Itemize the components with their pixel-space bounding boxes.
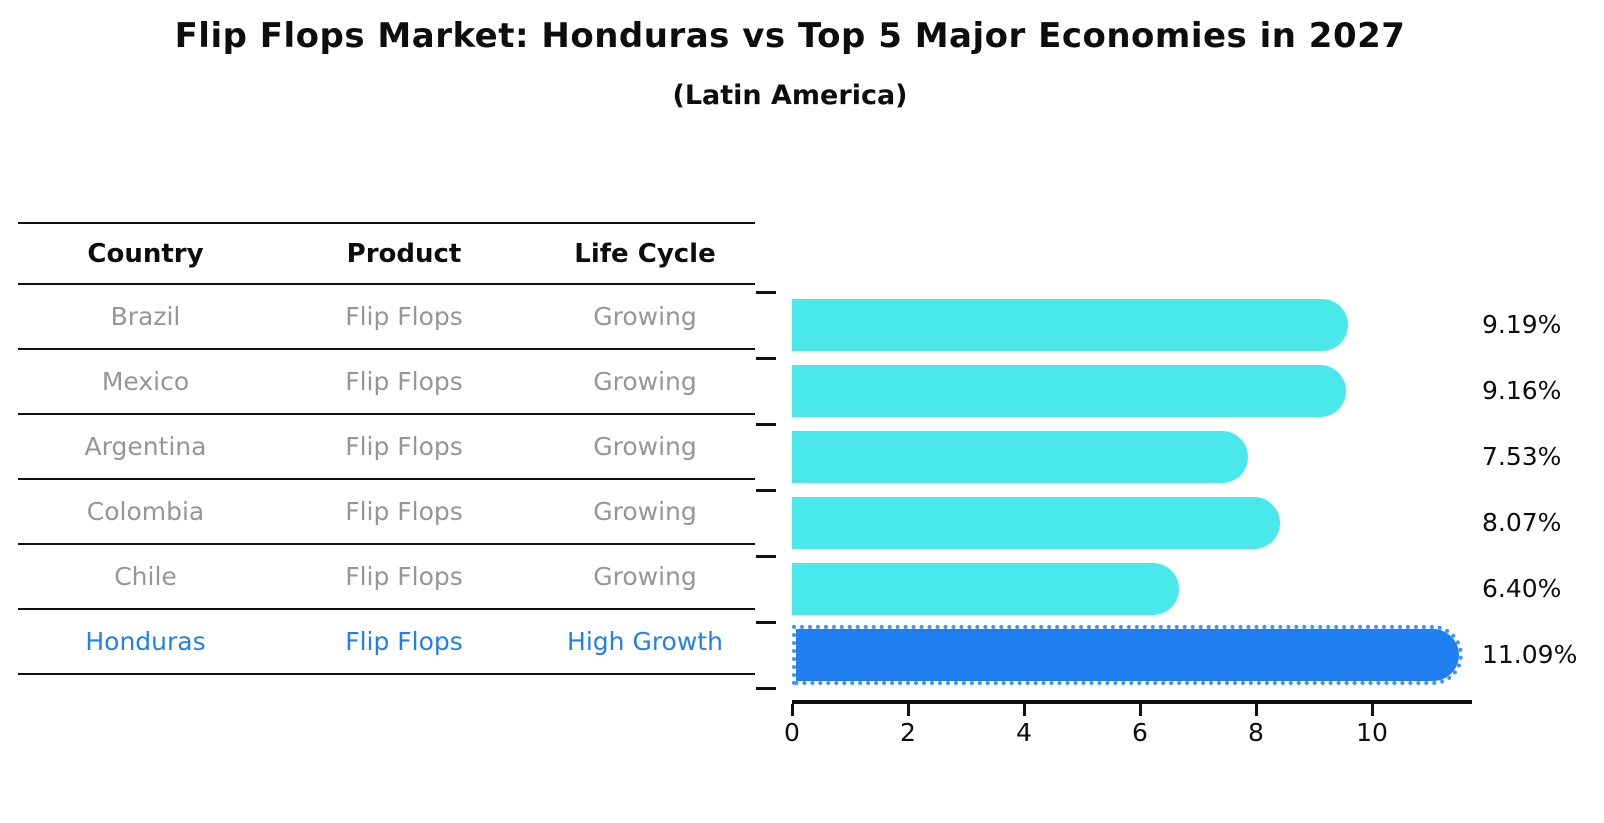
cell-life-cycle: Growing <box>593 562 697 591</box>
y-tick <box>756 291 776 294</box>
cell-country: Mexico <box>101 367 190 396</box>
x-tick-label: 8 <box>1248 718 1264 747</box>
y-tick <box>756 555 776 558</box>
country-table: Country Product Life Cycle Brazil Flip Fl… <box>18 222 755 675</box>
table-header-row: Country Product Life Cycle <box>18 222 755 285</box>
table-header-life-cycle: Life Cycle <box>574 238 716 269</box>
cell-product: Flip Flops <box>345 367 463 396</box>
y-tick <box>756 357 776 360</box>
table-row-argentina: Argentina Flip Flops Growing <box>18 415 755 480</box>
table-row-mexico: Mexico Flip Flops Growing <box>18 350 755 415</box>
cell-product: Flip Flops <box>345 432 463 461</box>
table-header-country: Country <box>87 238 204 269</box>
cell-product: Flip Flops <box>345 627 463 656</box>
bar-plot: 0 2 4 6 8 10 <box>756 291 1482 747</box>
bar-chile <box>792 563 1180 615</box>
cell-product: Flip Flops <box>345 562 463 591</box>
table-row-colombia: Colombia Flip Flops Growing <box>18 480 755 545</box>
x-tick-label: 4 <box>1016 718 1032 747</box>
table-row-brazil: Brazil Flip Flops Growing <box>18 285 755 350</box>
x-tick-label: 0 <box>784 718 800 747</box>
y-tick <box>756 621 776 624</box>
x-tick-mark <box>790 704 794 716</box>
cell-life-cycle: Growing <box>593 302 697 331</box>
cell-life-cycle: High Growth <box>567 627 723 656</box>
table-body: Brazil Flip Flops Growing Mexico Flip Flops G… <box>18 285 755 675</box>
x-tick-mark <box>1370 704 1374 716</box>
x-tick-label: 6 <box>1132 718 1148 747</box>
table-row-chile: Chile Flip Flops Growing <box>18 545 755 610</box>
cell-life-cycle: Growing <box>593 497 697 526</box>
x-tick-mark <box>1254 704 1258 716</box>
cell-country: Honduras <box>85 627 206 656</box>
x-axis-line <box>792 700 1472 704</box>
value-label-colombia: 8.07% <box>1482 508 1562 537</box>
bar-brazil <box>792 299 1348 351</box>
bar-argentina <box>792 431 1248 483</box>
value-label-honduras: 11.09% <box>1482 640 1578 669</box>
y-tick <box>756 423 776 426</box>
bar-honduras <box>792 625 1463 685</box>
cell-country: Brazil <box>110 302 181 331</box>
table-header-product: Product <box>346 238 462 269</box>
value-label-argentina: 7.53% <box>1482 442 1562 471</box>
y-tick <box>756 489 776 492</box>
chart-subtitle: (Latin America) <box>672 80 908 111</box>
value-label-chile: 6.40% <box>1482 574 1562 603</box>
chart-title: Flip Flops Market: Honduras vs Top 5 Maj… <box>174 16 1406 56</box>
x-tick-mark <box>1138 704 1142 716</box>
table-row-honduras: Honduras Flip Flops High Growth <box>18 610 755 675</box>
cell-country: Colombia <box>86 497 205 526</box>
cell-product: Flip Flops <box>345 497 463 526</box>
value-label-brazil: 9.19% <box>1482 310 1562 339</box>
cell-country: Chile <box>114 562 177 591</box>
x-tick-label: 10 <box>1356 718 1388 747</box>
cell-product: Flip Flops <box>345 302 463 331</box>
cell-life-cycle: Growing <box>593 432 697 461</box>
x-tick-label: 2 <box>900 718 916 747</box>
x-tick-mark <box>906 704 910 716</box>
bar-mexico <box>792 365 1347 417</box>
bar-colombia <box>792 497 1281 549</box>
y-tick <box>756 687 776 690</box>
value-label-mexico: 9.16% <box>1482 376 1562 405</box>
x-tick-mark <box>1022 704 1026 716</box>
cell-country: Argentina <box>84 432 207 461</box>
cell-life-cycle: Growing <box>593 367 697 396</box>
